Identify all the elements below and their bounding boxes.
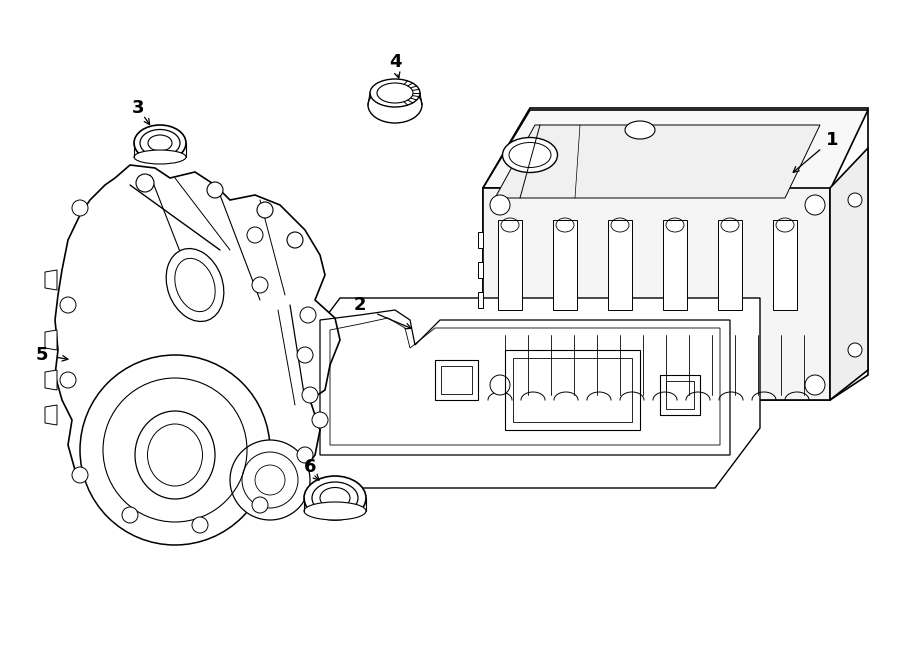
Polygon shape — [478, 262, 483, 278]
Circle shape — [230, 440, 310, 520]
Circle shape — [848, 343, 862, 357]
Polygon shape — [663, 220, 687, 310]
Polygon shape — [483, 188, 830, 400]
Polygon shape — [45, 405, 57, 425]
Text: 4: 4 — [389, 53, 401, 71]
Circle shape — [252, 497, 268, 513]
Circle shape — [257, 202, 273, 218]
Polygon shape — [483, 108, 868, 400]
Circle shape — [136, 174, 154, 192]
Circle shape — [300, 307, 316, 323]
Text: 2: 2 — [354, 296, 366, 314]
Polygon shape — [45, 330, 57, 350]
Circle shape — [192, 517, 208, 533]
Circle shape — [805, 195, 825, 215]
Text: 5: 5 — [36, 346, 49, 364]
Circle shape — [80, 355, 270, 545]
Polygon shape — [830, 148, 868, 400]
Polygon shape — [608, 220, 632, 310]
Ellipse shape — [368, 87, 422, 123]
Circle shape — [72, 200, 88, 216]
Polygon shape — [45, 270, 57, 290]
Circle shape — [207, 182, 223, 198]
Text: 3: 3 — [131, 99, 144, 117]
Ellipse shape — [370, 79, 420, 107]
Ellipse shape — [304, 476, 366, 520]
Polygon shape — [495, 125, 820, 198]
Circle shape — [252, 277, 268, 293]
Polygon shape — [478, 292, 483, 308]
Polygon shape — [483, 110, 868, 190]
Circle shape — [122, 507, 138, 523]
Circle shape — [312, 412, 328, 428]
Circle shape — [247, 227, 263, 243]
Polygon shape — [553, 220, 577, 310]
Circle shape — [848, 193, 862, 207]
Polygon shape — [718, 220, 742, 310]
Circle shape — [490, 375, 510, 395]
Text: 1: 1 — [826, 131, 838, 149]
Circle shape — [287, 232, 303, 248]
Circle shape — [805, 375, 825, 395]
Circle shape — [302, 387, 318, 403]
Ellipse shape — [502, 137, 557, 173]
Polygon shape — [295, 298, 760, 488]
Ellipse shape — [166, 249, 224, 321]
Polygon shape — [498, 220, 522, 310]
Circle shape — [60, 297, 76, 313]
Polygon shape — [478, 232, 483, 248]
Polygon shape — [45, 370, 57, 390]
Ellipse shape — [304, 502, 366, 520]
Ellipse shape — [134, 150, 186, 164]
Ellipse shape — [625, 121, 655, 139]
Polygon shape — [773, 220, 797, 310]
Circle shape — [297, 347, 313, 363]
Circle shape — [297, 447, 313, 463]
Ellipse shape — [134, 125, 186, 161]
Polygon shape — [55, 165, 340, 525]
Circle shape — [60, 372, 76, 388]
Circle shape — [72, 467, 88, 483]
Text: 6: 6 — [304, 458, 316, 476]
Circle shape — [490, 195, 510, 215]
